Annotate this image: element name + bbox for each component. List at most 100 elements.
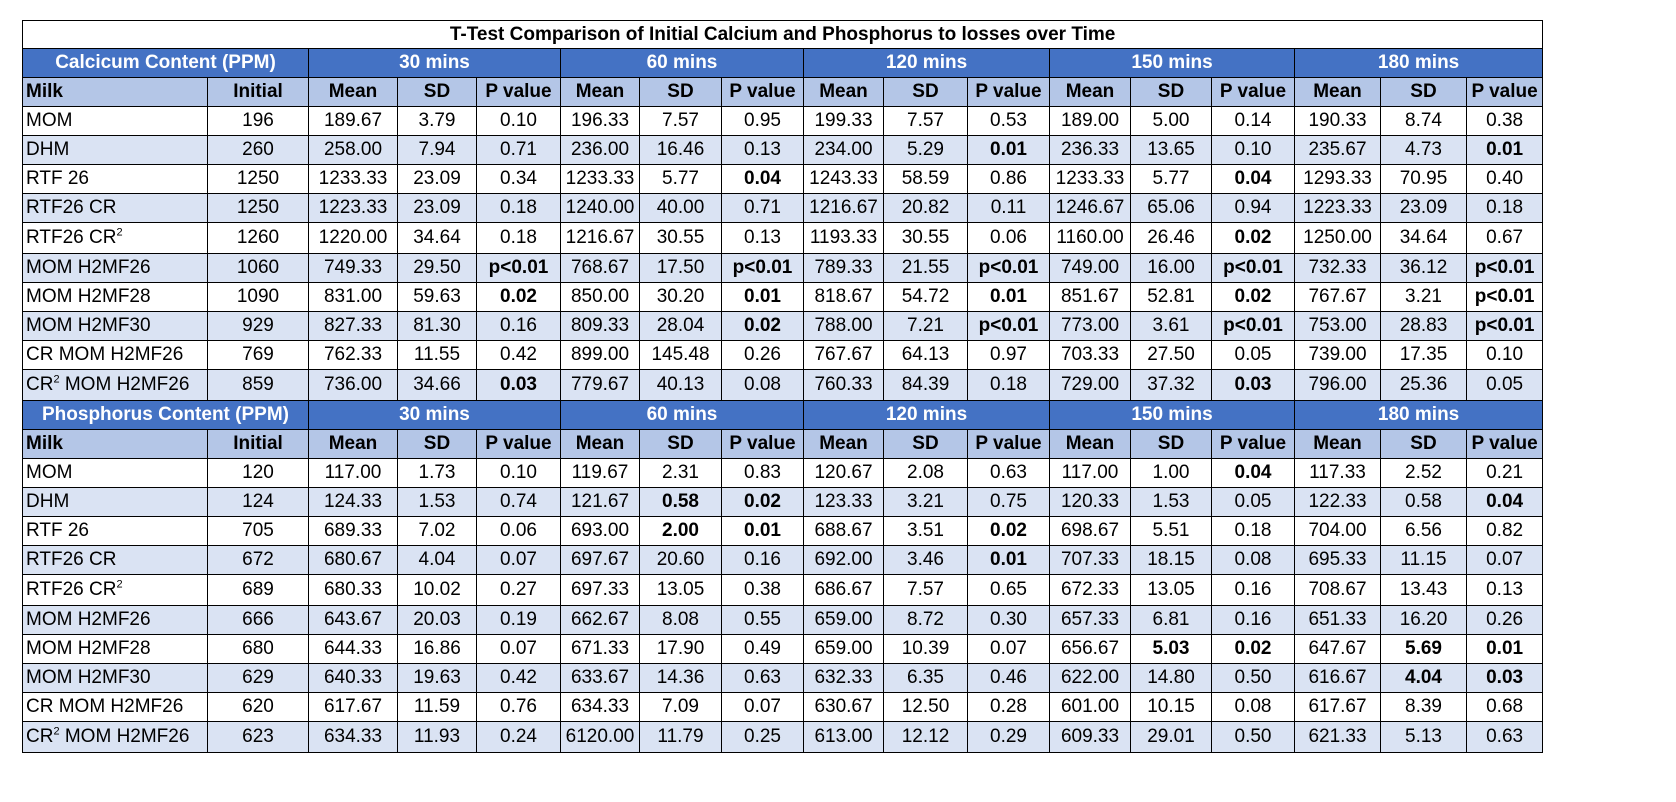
cell-p: 0.71 <box>721 193 804 223</box>
cell-sd: 34.64 <box>1380 222 1467 254</box>
cell-p: 0.63 <box>967 458 1050 488</box>
cell-mean: 617.67 <box>1294 692 1381 722</box>
cell-sd: 11.79 <box>639 721 722 753</box>
cell-p: 0.02 <box>1211 634 1295 664</box>
cell-sd: 29.01 <box>1130 721 1212 753</box>
table-row: MOM H2MF30 929 827.33 81.30 0.16 809.33 28.04 0… <box>22 311 1544 341</box>
table-row: RTF 26 1250 1233.33 23.09 0.34 1233.33 5.77 0.0… <box>22 164 1544 194</box>
cell-p: 0.18 <box>1465 193 1544 223</box>
initial-value: 124 <box>207 487 309 517</box>
initial-value: 1250 <box>207 193 309 223</box>
cell-mean: 1223.33 <box>308 193 398 223</box>
cell-mean: 617.67 <box>308 692 398 722</box>
cell-p: 0.63 <box>1465 721 1544 753</box>
cell-sd: 34.66 <box>397 369 477 401</box>
column-header-mean: Mean <box>803 77 884 107</box>
cell-mean: 1223.33 <box>1294 193 1381 223</box>
milk-name: MOM H2MF28 <box>22 634 208 664</box>
cell-sd: 6.81 <box>1130 605 1212 635</box>
milk-name: MOM <box>22 106 208 136</box>
cell-p: 0.04 <box>1211 164 1295 194</box>
initial-value: 680 <box>207 634 309 664</box>
cell-mean: 622.00 <box>1049 663 1131 693</box>
cell-mean: 117.00 <box>308 458 398 488</box>
column-header-sd: SD <box>1130 429 1212 459</box>
cell-sd: 16.86 <box>397 634 477 664</box>
section-header-row: Calcicum Content (PPM) 30 mins 60 mins 120 … <box>22 48 1544 78</box>
cell-sd: 13.65 <box>1130 135 1212 165</box>
cell-sd: 28.83 <box>1380 311 1467 341</box>
cell-mean: 680.33 <box>308 574 398 606</box>
cell-mean: 123.33 <box>803 487 884 517</box>
milk-name: CR2 MOM H2MF26 <box>22 369 208 401</box>
cell-p: 0.07 <box>721 692 804 722</box>
cell-p: 0.34 <box>476 164 561 194</box>
cell-sd: 7.02 <box>397 516 477 546</box>
section-label: Calcicum Content (PPM) <box>22 48 309 78</box>
milk-name: MOM H2MF26 <box>22 253 208 283</box>
cell-sd: 12.50 <box>883 692 968 722</box>
column-header-p: P value <box>1211 429 1295 459</box>
milk-name: CR MOM H2MF26 <box>22 692 208 722</box>
cell-sd: 8.74 <box>1380 106 1467 136</box>
column-header-mean: Mean <box>1049 77 1131 107</box>
cell-mean: 1233.33 <box>1049 164 1131 194</box>
cell-mean: 121.67 <box>560 487 640 517</box>
cell-mean: 662.67 <box>560 605 640 635</box>
cell-mean: 621.33 <box>1294 721 1381 753</box>
cell-sd: 4.04 <box>1380 663 1467 693</box>
column-header-row: Milk Initial Mean SD P value Mean SD P value Mea… <box>22 429 1544 459</box>
column-header-p: P value <box>476 77 561 107</box>
cell-p: 0.49 <box>721 634 804 664</box>
cell-mean: 768.67 <box>560 253 640 283</box>
cell-sd: 40.13 <box>639 369 722 401</box>
cell-sd: 13.05 <box>1130 574 1212 606</box>
column-header-sd: SD <box>1380 429 1467 459</box>
milk-name: MOM <box>22 458 208 488</box>
cell-p: 0.16 <box>476 311 561 341</box>
cell-sd: 11.93 <box>397 721 477 753</box>
cell-p: 0.13 <box>721 135 804 165</box>
cell-mean: 196.33 <box>560 106 640 136</box>
column-header-p: P value <box>1465 77 1544 107</box>
cell-mean: 698.67 <box>1049 516 1131 546</box>
cell-mean: 609.33 <box>1049 721 1131 753</box>
time-point-header: 180 mins <box>1293 400 1544 430</box>
cell-sd: 30.55 <box>639 222 722 254</box>
cell-mean: 189.67 <box>308 106 398 136</box>
cell-p: 0.53 <box>967 106 1050 136</box>
cell-sd: 6.35 <box>883 663 968 693</box>
cell-sd: 12.12 <box>883 721 968 753</box>
cell-mean: 236.00 <box>560 135 640 165</box>
table-row: MOM H2MF26 666 643.67 20.03 0.19 662.67 8.08 0.… <box>22 605 1544 635</box>
cell-p: 0.10 <box>1465 340 1544 370</box>
column-header-sd: SD <box>1380 77 1467 107</box>
cell-mean: 693.00 <box>560 516 640 546</box>
column-header-mean: Mean <box>1049 429 1131 459</box>
cell-sd: 4.73 <box>1380 135 1467 165</box>
cell-mean: 1293.33 <box>1294 164 1381 194</box>
cell-sd: 4.04 <box>397 545 477 575</box>
cell-p: 0.07 <box>1465 545 1544 575</box>
cell-p: 0.82 <box>1465 516 1544 546</box>
time-point-header: 60 mins <box>560 48 804 78</box>
cell-mean: 703.33 <box>1049 340 1131 370</box>
column-header-mean: Mean <box>560 429 640 459</box>
column-header-p: P value <box>967 77 1050 107</box>
cell-p: 0.02 <box>1211 222 1295 254</box>
cell-mean: 1233.33 <box>308 164 398 194</box>
column-header-mean: Mean <box>308 429 398 459</box>
cell-mean: 120.67 <box>803 458 884 488</box>
cell-mean: 779.67 <box>560 369 640 401</box>
cell-sd: 5.69 <box>1380 634 1467 664</box>
cell-mean: 789.33 <box>803 253 884 283</box>
cell-p: 0.42 <box>476 340 561 370</box>
cell-sd: 1.73 <box>397 458 477 488</box>
cell-p: 0.86 <box>967 164 1050 194</box>
cell-sd: 3.21 <box>1380 282 1467 312</box>
cell-mean: 851.67 <box>1049 282 1131 312</box>
cell-sd: 16.46 <box>639 135 722 165</box>
cell-sd: 52.81 <box>1130 282 1212 312</box>
cell-p: 0.01 <box>1465 135 1544 165</box>
cell-sd: 37.32 <box>1130 369 1212 401</box>
